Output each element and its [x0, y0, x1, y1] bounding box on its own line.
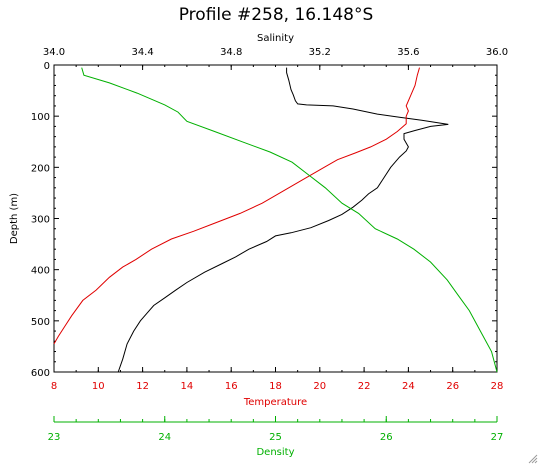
density-tick-label-1: 24 [158, 432, 171, 443]
density-tick-label-3: 26 [380, 432, 393, 443]
density-tick-label-4: 27 [491, 432, 504, 443]
temperature-tick-label-5: 18 [269, 381, 282, 392]
salinity-tick-label-5: 36.0 [486, 47, 508, 58]
salinity-tick-label-1: 34.4 [131, 47, 153, 58]
salinity-axis-label: Salinity [257, 33, 294, 44]
depth-tick-label-0: 0 [44, 61, 50, 72]
resize-grip-icon[interactable] [526, 452, 538, 464]
salinity-profile-line [117, 67, 449, 373]
temperature-tick-label-10: 28 [491, 381, 504, 392]
series-layer [53, 67, 498, 373]
salinity-tick-label-2: 34.8 [220, 47, 242, 58]
y-axis-label: Depth (m) [9, 193, 20, 244]
plot-frame [53, 64, 498, 373]
plot-area [53, 64, 498, 373]
density-axis-label: Density [256, 447, 294, 458]
density-tick-label-2: 25 [269, 432, 282, 443]
salinity-tick-label-4: 35.6 [397, 47, 419, 58]
depth-tick-label-6: 600 [31, 368, 50, 379]
temperature-tick-label-6: 20 [313, 381, 326, 392]
temperature-tick-label-8: 24 [402, 381, 415, 392]
density-tick-label-0: 23 [48, 432, 61, 443]
chart-title: Profile #258, 16.148°S [179, 5, 374, 25]
temperature-tick-label-0: 8 [51, 381, 57, 392]
density-profile-line [81, 67, 498, 373]
temperature-tick-label-7: 22 [358, 381, 371, 392]
temperature-tick-label-9: 26 [446, 381, 459, 392]
salinity-tick-label-3: 35.2 [309, 47, 331, 58]
axes: 0 100 200 300 400 500 600 Depth (m) 34.0 34.4 34.8… [9, 33, 508, 458]
temperature-tick-label-1: 10 [92, 381, 105, 392]
salinity-tick-label-0: 34.0 [43, 47, 65, 58]
depth-tick-label-3: 300 [31, 215, 50, 226]
temperature-axis-label: Temperature [243, 397, 307, 408]
depth-tick-label-5: 500 [31, 317, 50, 328]
temperature-tick-label-2: 12 [136, 381, 149, 392]
temperature-tick-label-3: 14 [181, 381, 194, 392]
depth-tick-label-1: 100 [31, 112, 50, 123]
depth-tick-label-4: 400 [31, 266, 50, 277]
depth-tick-label-2: 200 [31, 163, 50, 174]
temperature-tick-label-4: 16 [225, 381, 238, 392]
temperature-profile-line [53, 67, 420, 345]
